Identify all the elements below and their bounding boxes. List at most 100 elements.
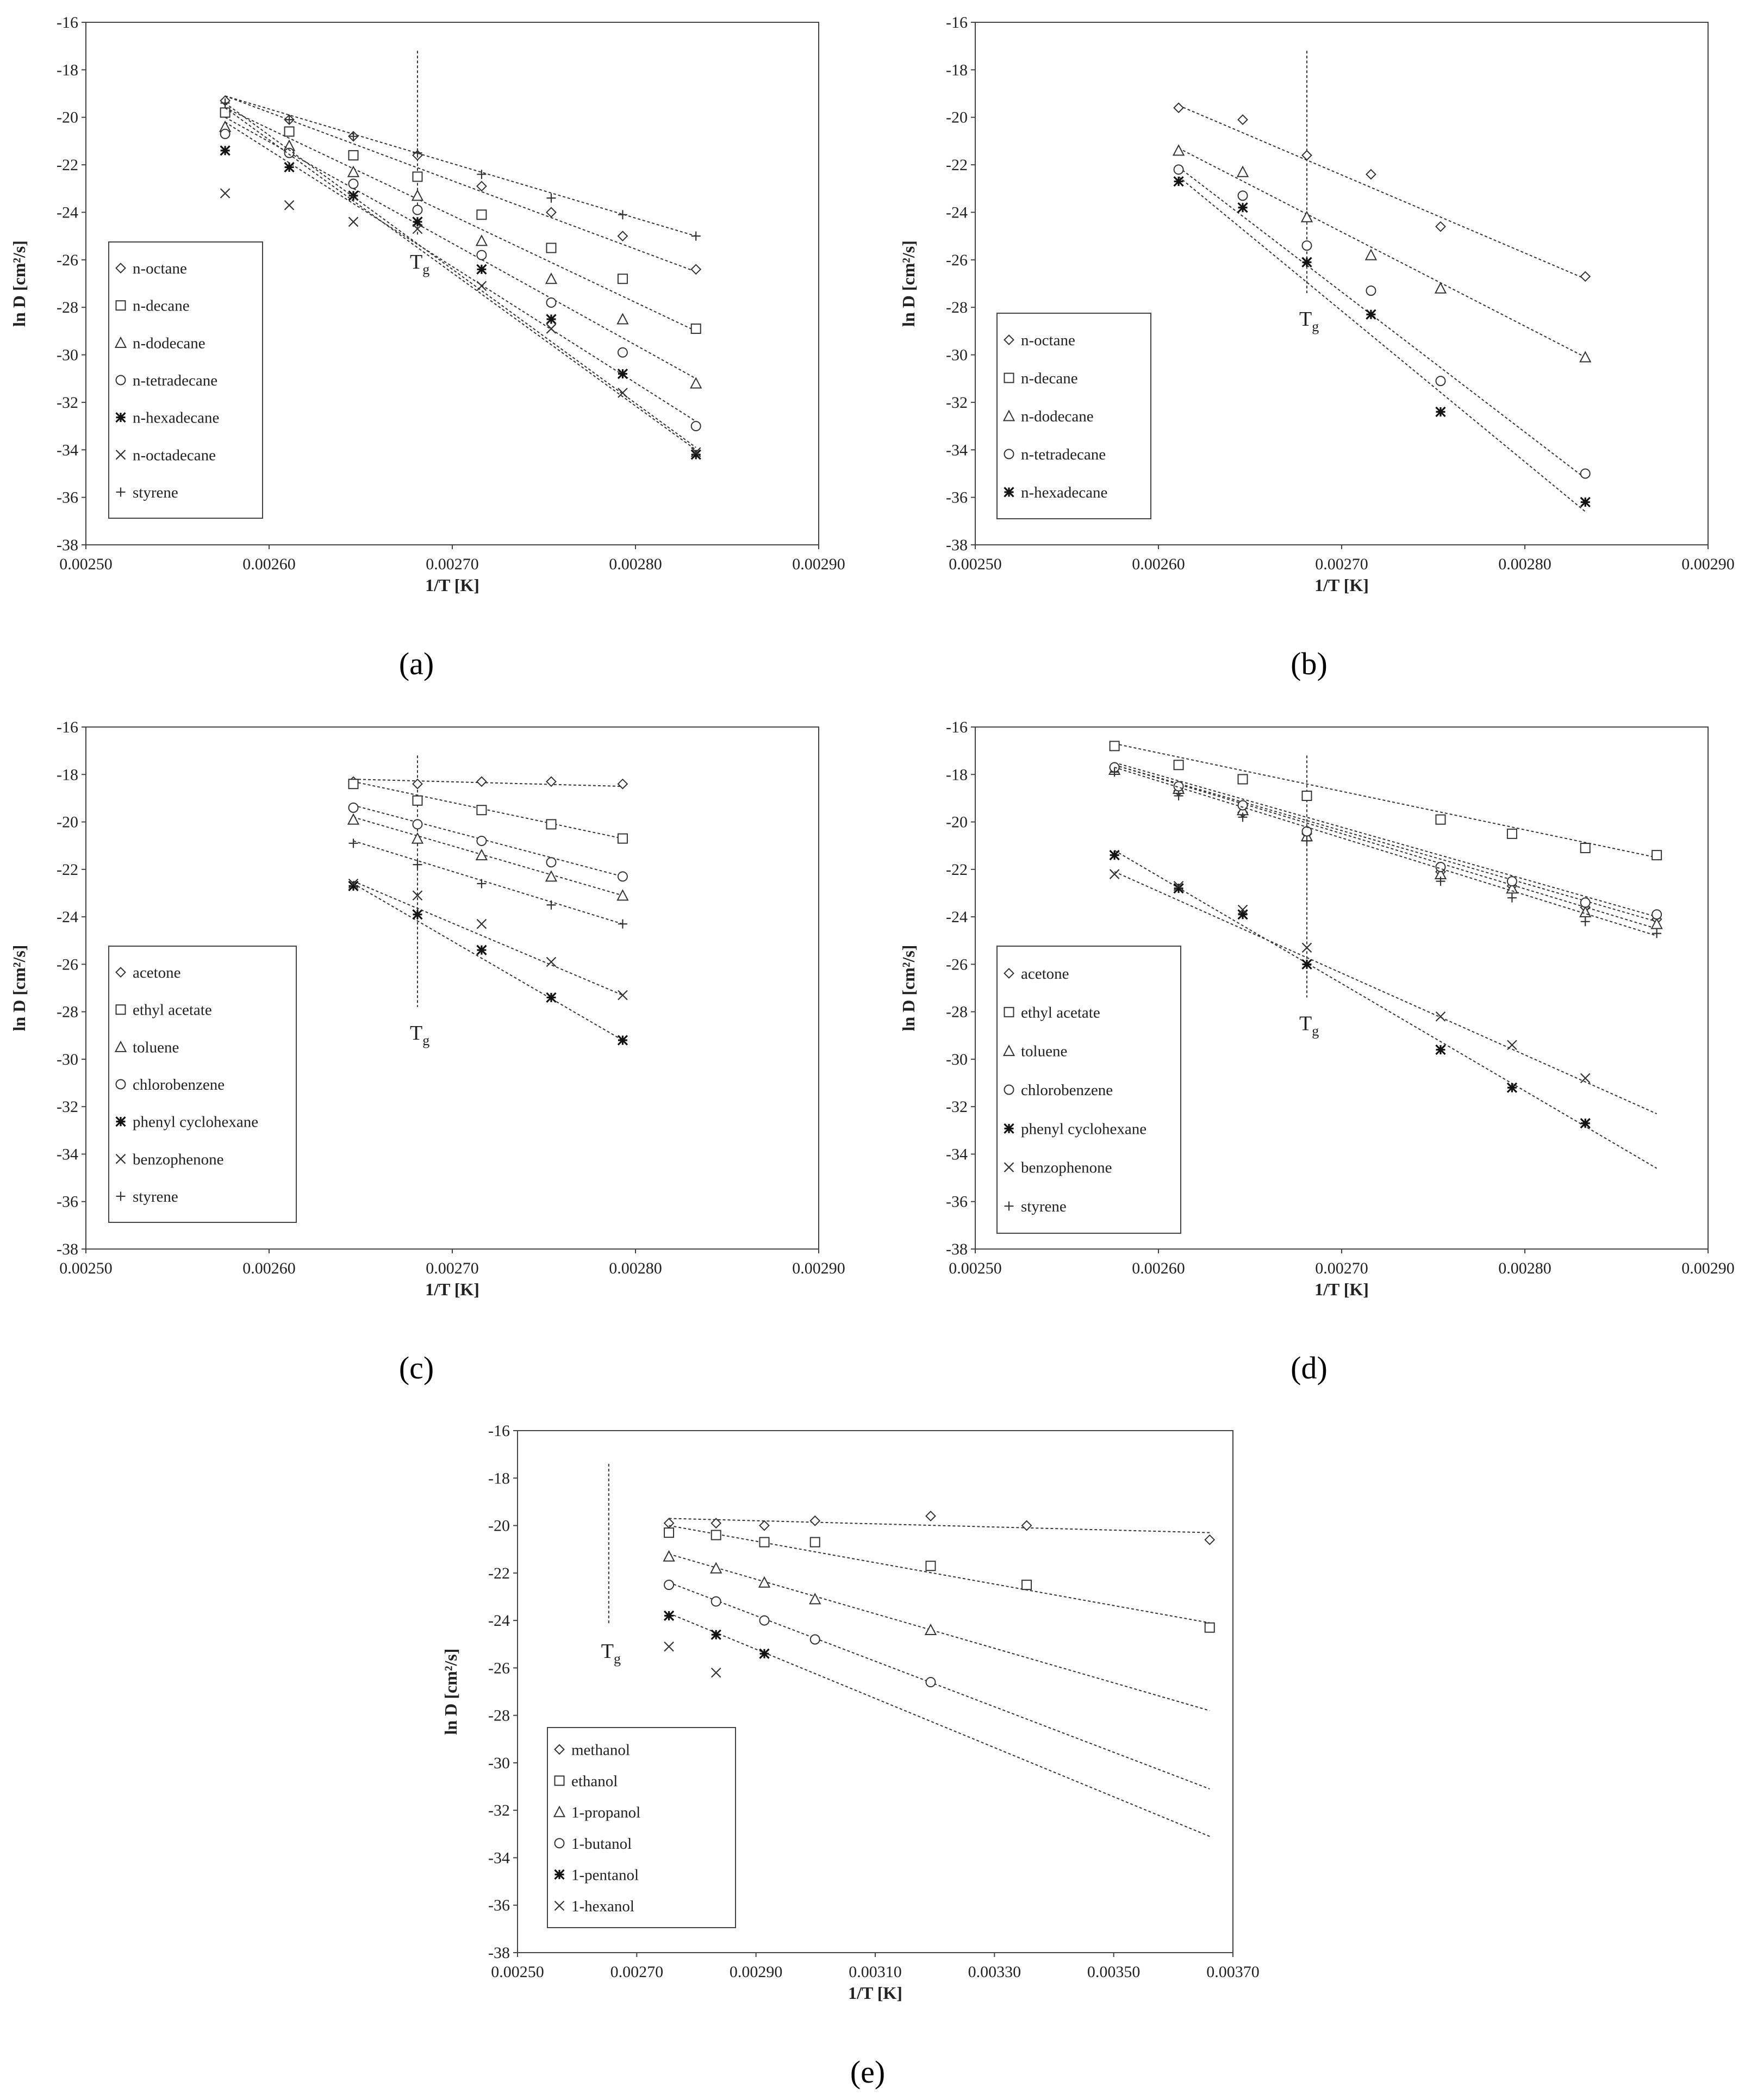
series-toluene xyxy=(347,813,629,901)
legend-label-styrene: styrene xyxy=(1021,1198,1067,1215)
y-tick-label: -20 xyxy=(57,109,78,127)
y-tick-label: -16 xyxy=(946,14,968,32)
point-styrene xyxy=(1302,836,1312,846)
series-n-hexadecane xyxy=(220,107,701,460)
point-n-octane xyxy=(1173,102,1184,114)
legend-box xyxy=(108,241,263,519)
legend-marker-n-dodecane xyxy=(1002,409,1015,421)
point-n-hexadecane xyxy=(284,161,295,173)
point-phenyl-cyclohexane xyxy=(1109,850,1120,861)
point-n-hexadecane xyxy=(1435,406,1446,418)
point-ethanol xyxy=(759,1537,770,1548)
y-tick-label: -36 xyxy=(57,1193,78,1211)
y-tick-label: -20 xyxy=(57,813,78,831)
point-n-octadecane xyxy=(618,388,628,398)
fit-line-phenyl-cyclohexane xyxy=(1114,850,1657,1169)
legend-marker-chlorobenzene xyxy=(1004,1084,1014,1095)
point-acetone xyxy=(617,778,628,790)
point-n-octane xyxy=(1237,114,1248,126)
point-toluene xyxy=(545,870,558,882)
series-1-propanol xyxy=(663,1550,1210,1711)
panel-label: (b) xyxy=(1291,646,1328,681)
chart-b: -38 -36 -34 -32 -30 -28 -26 -24 -22 -20 -18 -16 0.00… xyxy=(899,14,1735,681)
point-ethanol xyxy=(664,1527,675,1538)
x-tick-label: 0.00270 xyxy=(1315,1259,1368,1277)
point-n-hexadecane xyxy=(1173,176,1184,187)
x-axis-label: 1/T [K] xyxy=(425,575,479,595)
series-methanol xyxy=(663,1511,1216,1545)
legend-label-ethyl-acetate: ethyl acetate xyxy=(133,1002,212,1019)
y-tick-label: -32 xyxy=(57,394,78,412)
fit-line-n-dodecane xyxy=(1178,147,1586,358)
y-tick-label: -32 xyxy=(946,394,968,412)
legend-marker-benzophenone xyxy=(115,1154,126,1164)
point-styrene xyxy=(220,98,230,108)
point-1-pentanol xyxy=(711,1629,721,1640)
point-n-dodecane xyxy=(1364,248,1378,260)
point-chlorobenzene xyxy=(348,802,359,813)
legend-marker-styrene xyxy=(116,1191,126,1201)
legend-label-toluene: toluene xyxy=(133,1039,179,1056)
tg-label-subscript: g xyxy=(1312,1023,1319,1039)
legend-label-acetone: acetone xyxy=(1021,965,1069,983)
y-tick-label: -38 xyxy=(57,536,78,554)
tg-label: Tg xyxy=(601,1640,621,1667)
point-n-hexadecane xyxy=(1366,309,1376,320)
series-n-hexadecane xyxy=(1173,176,1591,512)
legend-label-n-tetradecane: n-tetradecane xyxy=(1021,446,1106,463)
series-phenyl-cyclohexane xyxy=(348,880,628,1046)
point-toluene xyxy=(616,889,629,901)
series-ethyl-acetate xyxy=(1109,741,1662,861)
legend-label-1-pentanol: 1-pentanol xyxy=(571,1866,639,1884)
point-n-dodecane xyxy=(1579,351,1592,363)
point-n-decane xyxy=(284,126,295,137)
x-tick-label: 0.00270 xyxy=(426,1259,479,1277)
y-tick-label: -24 xyxy=(57,203,78,221)
y-tick-label: -18 xyxy=(57,766,78,784)
point-acetone xyxy=(546,776,557,787)
fit-line-n-hexadecane xyxy=(225,107,696,451)
point-n-tetradecane xyxy=(412,204,423,215)
series-n-dodecane xyxy=(219,116,702,389)
y-tick-label: -34 xyxy=(946,441,968,459)
legend-label-n-decane: n-decane xyxy=(1021,370,1078,387)
point-benzophenone xyxy=(1237,904,1248,915)
legend-marker-n-decane xyxy=(1004,372,1014,383)
y-axis-label: ln D [cm²/s] xyxy=(9,945,29,1032)
legend-marker-ethyl-acetate xyxy=(115,1004,126,1015)
point-benzophenone xyxy=(1435,1011,1446,1022)
series-toluene xyxy=(1108,763,1663,929)
point-chlorobenzene xyxy=(1580,897,1591,908)
series-1-pentanol xyxy=(663,1610,1210,1837)
point-n-octadecane xyxy=(284,200,295,210)
legend-box xyxy=(108,946,297,1223)
point-n-tetradecane xyxy=(476,250,487,260)
legend: n-octane n-decane n-dodecane n-tetradecane n… xyxy=(996,313,1151,519)
point-ethyl-acetate xyxy=(1435,814,1446,825)
point-ethyl-acetate xyxy=(1506,828,1517,839)
point-ethyl-acetate xyxy=(412,795,423,806)
y-tick-label: -22 xyxy=(57,156,78,174)
point-phenyl-cyclohexane xyxy=(476,945,487,955)
point-n-octadecane xyxy=(412,223,423,234)
legend-label-acetone: acetone xyxy=(133,964,181,981)
panel-label: (a) xyxy=(399,646,434,681)
fit-line-1-pentanol xyxy=(669,1613,1210,1837)
legend-marker-1-propanol xyxy=(553,1805,566,1817)
point-chlorobenzene xyxy=(546,857,557,868)
y-tick-label: -32 xyxy=(488,1801,510,1819)
point-n-hexadecane xyxy=(348,190,359,201)
point-n-octadecane xyxy=(476,281,487,291)
x-tick-label: 0.00250 xyxy=(949,1259,1002,1277)
point-1-butanol xyxy=(809,1634,820,1645)
point-methanol xyxy=(711,1518,722,1529)
x-tick-label: 0.00310 xyxy=(849,1963,902,1981)
y-tick-label: -34 xyxy=(57,441,78,459)
x-tick-label: 0.00250 xyxy=(491,1963,544,1981)
point-n-hexadecane xyxy=(1237,202,1248,213)
series-n-dodecane xyxy=(1172,144,1592,363)
y-axis-label: ln D [cm²/s] xyxy=(899,945,918,1032)
y-tick-label: -16 xyxy=(946,718,968,736)
point-chlorobenzene xyxy=(1173,781,1184,792)
point-toluene xyxy=(347,813,360,825)
